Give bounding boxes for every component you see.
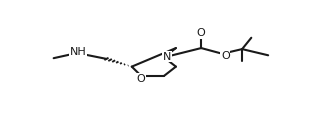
Text: O: O <box>136 74 145 84</box>
Text: N: N <box>163 52 172 62</box>
Text: O: O <box>221 51 230 61</box>
Text: NH: NH <box>70 47 87 57</box>
Text: O: O <box>197 28 205 38</box>
